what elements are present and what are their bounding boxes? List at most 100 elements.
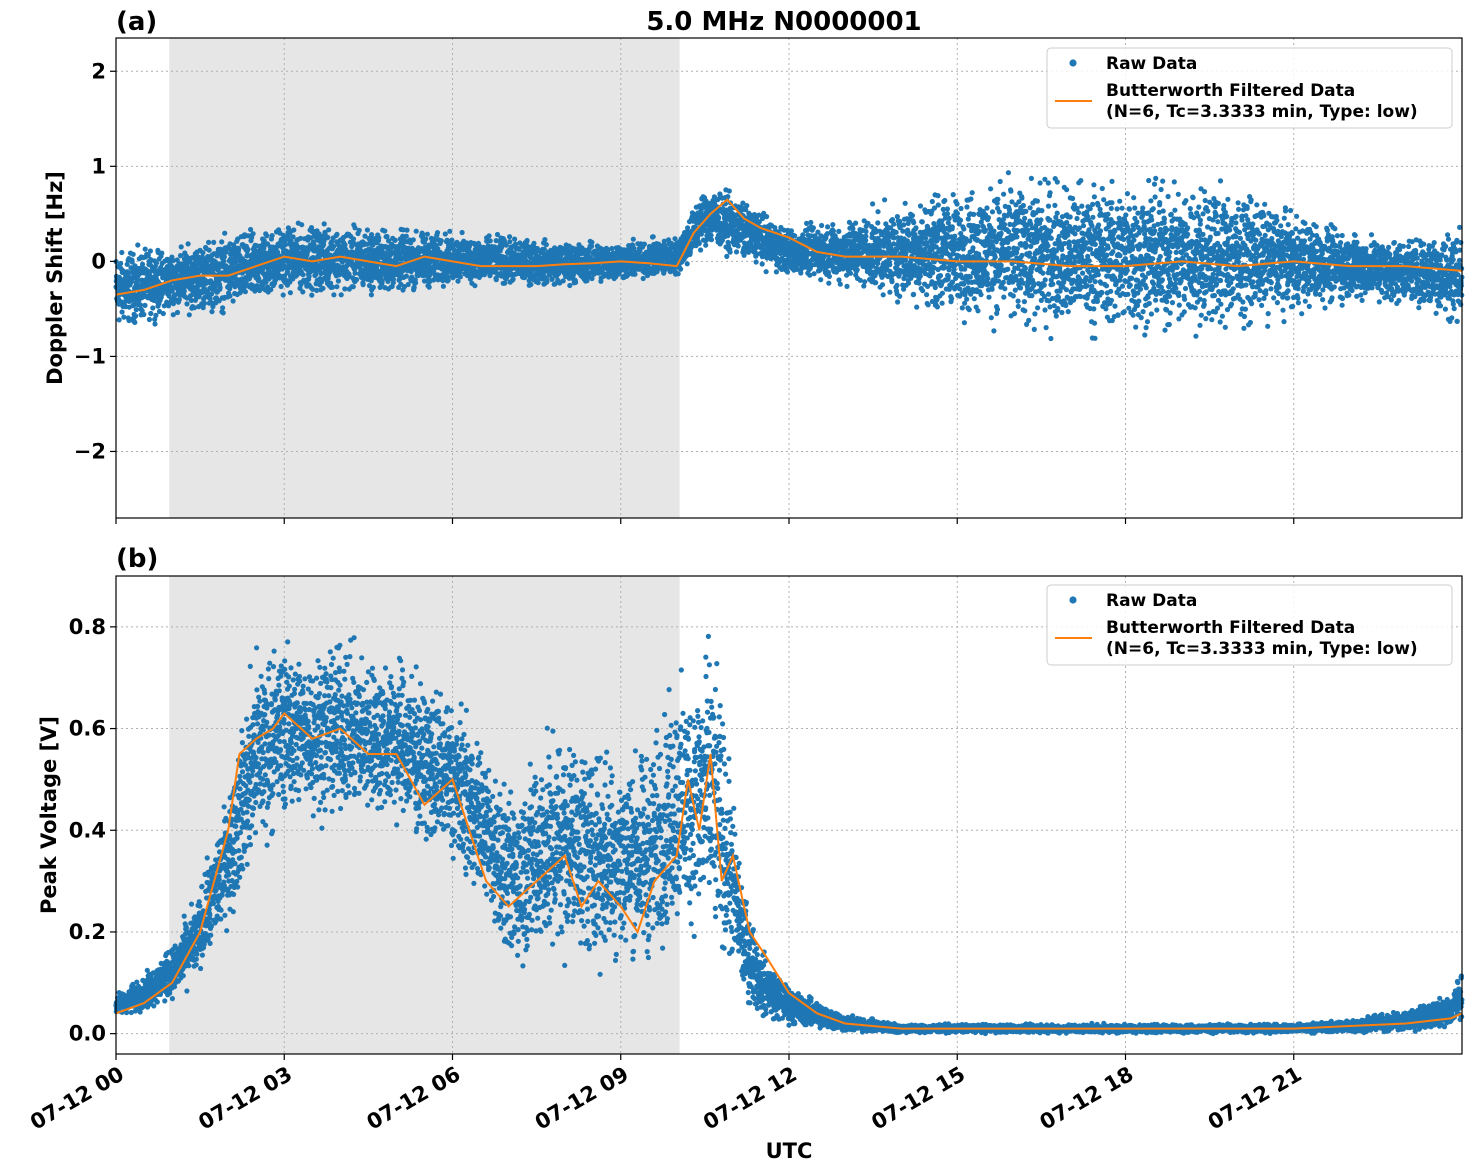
panel-a-label: (a) [116,7,157,37]
raw-data-point [413,228,419,234]
raw-data-point [350,236,357,242]
raw-data-point [130,251,136,257]
raw-data-point [560,278,566,284]
raw-data-point [129,259,135,265]
raw-data-point [177,253,184,259]
raw-data-point [853,220,859,226]
raw-data-point [567,282,573,289]
raw-data-point [211,239,217,245]
raw-data-point [368,292,374,298]
raw-data-point [142,302,148,308]
raw-data-point [672,236,678,242]
raw-data-point [459,229,465,236]
raw-data-point [132,319,138,325]
raw-data-point [137,302,143,308]
raw-data-point [174,257,180,263]
raw-data-point [784,269,791,275]
raw-data-point [773,269,780,275]
raw-data-point [830,228,837,234]
raw-data-point [219,239,225,245]
raw-data-point [230,298,236,304]
raw-data-point [440,283,446,289]
raw-data-point [135,242,141,248]
raw-data-point [410,237,416,243]
raw-data-point [299,222,305,228]
raw-data-point [753,259,759,265]
raw-data-point [118,260,124,267]
raw-data-point [376,235,382,241]
raw-data-point [139,261,146,267]
raw-data-point [808,219,814,226]
raw-data-point [170,258,176,264]
raw-data-point [696,240,702,246]
raw-data-point [146,316,152,323]
raw-data-point [818,277,824,283]
raw-data-point [191,305,197,311]
raw-data-point [487,238,493,244]
raw-data-point [283,241,289,248]
raw-data-point [678,266,684,272]
raw-data-point [278,283,284,290]
raw-data-point [334,284,340,290]
raw-data-point [825,224,831,230]
raw-data-point [311,241,317,248]
raw-data-point [147,248,153,254]
raw-data-point [206,247,212,253]
raw-data-point [221,258,227,264]
raw-data-point [472,283,478,289]
raw-data-point [535,280,541,286]
raw-data-point [390,276,396,282]
raw-data-point [269,233,275,239]
raw-data-point [133,313,139,319]
raw-data-point [356,227,362,233]
raw-data-point [188,297,194,303]
raw-data-point [121,314,127,320]
raw-data-point [287,290,293,296]
raw-data-point [369,232,375,238]
raw-data-point [201,300,208,306]
raw-data-point [727,249,733,255]
raw-data-point [404,227,410,233]
raw-data-point [360,282,366,288]
raw-data-point [264,233,270,239]
raw-data-point [544,279,550,285]
raw-data-point [423,236,429,242]
raw-data-point [725,194,731,200]
raw-data-point [222,230,228,236]
raw-data-point [209,309,215,315]
raw-data-point [511,236,518,242]
raw-data-point [221,254,227,260]
raw-data-point [531,240,537,246]
raw-data-point [589,239,595,245]
raw-data-point [133,307,139,313]
raw-data-point [449,237,455,243]
raw-data-point [153,260,159,266]
raw-data-point [185,241,191,247]
raw-data-point [392,237,398,243]
raw-data-point [160,310,166,317]
raw-data-point [233,260,239,266]
raw-data-point [438,238,444,244]
raw-data-point [325,234,331,240]
raw-data-point [145,252,151,259]
raw-data-point [641,241,648,247]
raw-data-point [181,288,187,294]
raw-data-point [703,242,709,248]
raw-data-point [510,276,516,282]
raw-data-point [250,231,256,237]
raw-data-point [364,227,370,233]
raw-data-point [836,228,842,234]
raw-data-point [763,269,769,275]
raw-data-point [338,292,344,298]
raw-data-point [321,221,327,227]
raw-data-point [528,281,534,288]
raw-data-point [457,274,463,280]
raw-data-point [152,316,158,322]
raw-data-point [142,246,148,252]
raw-data-point [434,230,441,236]
raw-data-point [650,234,656,240]
raw-data-point [126,270,132,276]
raw-data-point [447,228,453,234]
raw-data-point [764,214,770,220]
